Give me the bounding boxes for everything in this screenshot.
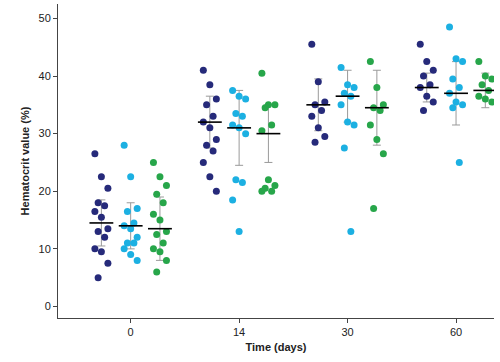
svg-text:30: 30 xyxy=(39,127,51,139)
svg-text:20: 20 xyxy=(39,185,51,197)
svg-text:50: 50 xyxy=(39,12,51,24)
svg-text:0: 0 xyxy=(45,300,51,312)
svg-text:0: 0 xyxy=(128,326,134,338)
svg-text:Hematocrit value (%): Hematocrit value (%) xyxy=(19,106,31,215)
svg-text:40: 40 xyxy=(39,70,51,82)
svg-text:Time (days): Time (days) xyxy=(246,341,307,353)
svg-text:14: 14 xyxy=(233,326,245,338)
svg-text:60: 60 xyxy=(450,326,462,338)
svg-text:30: 30 xyxy=(341,326,353,338)
svg-text:10: 10 xyxy=(39,243,51,255)
